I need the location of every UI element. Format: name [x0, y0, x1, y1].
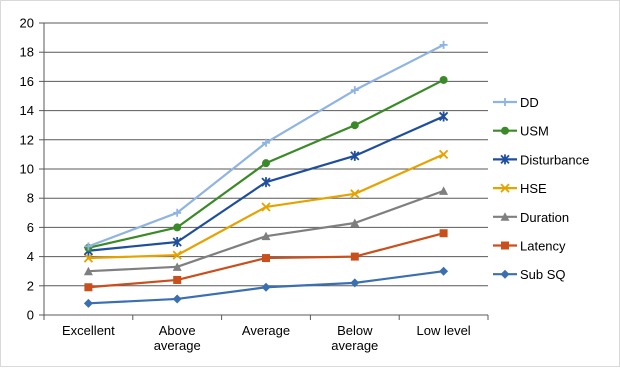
y-tick-label: 2	[27, 278, 34, 293]
data-point-marker	[173, 275, 182, 284]
y-tick-label: 4	[27, 249, 34, 264]
y-tick-label: 14	[20, 103, 34, 118]
series-lines	[83, 40, 449, 308]
legend-item: Disturbance	[493, 152, 589, 167]
data-point-marker	[262, 254, 270, 263]
legend-item: DD	[493, 95, 539, 110]
legend-label: USM	[520, 124, 549, 139]
series-sub-sq	[83, 266, 449, 308]
data-point-marker	[261, 177, 271, 188]
legend-label: Duration	[520, 210, 569, 225]
data-point-marker	[350, 86, 359, 95]
x-tick-label: Below average	[331, 323, 378, 353]
data-point-marker	[262, 138, 270, 147]
data-point-marker	[439, 75, 448, 84]
x-tick-label: Above average	[154, 323, 201, 353]
data-point-marker	[172, 262, 182, 271]
data-point-marker	[500, 269, 510, 279]
data-point-marker	[350, 218, 360, 228]
series-duration	[83, 186, 449, 276]
data-point-marker	[83, 266, 93, 276]
data-point-marker	[83, 253, 94, 263]
y-tick-label: 6	[27, 220, 34, 235]
legend-label: HSE	[520, 181, 547, 196]
y-tick-label: 8	[27, 191, 34, 206]
data-point-marker	[438, 111, 449, 122]
y-tick-label: 20	[20, 16, 34, 31]
y-tick-label: 10	[20, 162, 34, 177]
data-point-marker	[439, 40, 448, 49]
legend: DD USM Disturbance HSE Duration Latency Sub SQ	[493, 95, 589, 282]
data-point-marker	[172, 294, 182, 304]
legend-item: Latency	[493, 239, 566, 254]
data-point-marker	[500, 212, 510, 221]
data-point-marker	[172, 250, 182, 260]
legend-item: Duration	[493, 210, 569, 225]
data-point-marker	[350, 278, 360, 288]
legend-item: Sub SQ	[493, 267, 566, 282]
y-tick-label: 12	[20, 132, 34, 147]
data-point-marker	[501, 126, 509, 135]
legend-item: HSE	[493, 181, 547, 196]
data-point-marker	[501, 241, 509, 250]
data-point-marker	[439, 186, 449, 195]
y-tick-label: 16	[20, 74, 34, 89]
legend-label: Latency	[520, 239, 566, 254]
legend-label: DD	[520, 95, 539, 110]
x-tick-label: Low level	[416, 323, 470, 338]
data-point-marker	[173, 223, 182, 232]
legend-label: Sub SQ	[520, 267, 566, 282]
legend-label: Disturbance	[520, 152, 589, 167]
y-tick-labels: 0 2 4 6 8 10 12 14 16 18 20	[20, 16, 34, 323]
series-usm	[84, 75, 448, 252]
data-point-marker	[500, 154, 510, 165]
gridlines	[44, 22, 488, 287]
y-tick-label: 0	[27, 308, 34, 323]
data-point-marker	[350, 121, 359, 130]
data-point-marker	[172, 237, 182, 247]
data-point-marker	[261, 202, 271, 212]
data-point-marker	[84, 242, 93, 251]
series-hse	[83, 149, 449, 263]
data-point-marker	[500, 183, 510, 193]
series-dd	[84, 40, 448, 251]
data-point-marker	[261, 231, 271, 241]
data-point-marker	[173, 208, 182, 217]
data-point-marker	[350, 189, 360, 199]
data-point-marker	[262, 159, 270, 168]
data-point-marker	[439, 229, 448, 238]
data-point-marker	[350, 252, 359, 261]
x-tick-label: Average	[242, 323, 290, 338]
data-point-marker	[84, 283, 93, 292]
series-latency	[84, 229, 448, 292]
y-tick-label: 18	[20, 45, 34, 60]
data-point-marker	[83, 298, 93, 308]
x-tick-labels: Excellent Above average Average Below average…	[62, 323, 471, 353]
data-point-marker	[501, 98, 509, 106]
data-point-marker	[261, 282, 271, 292]
x-tick-label: Excellent	[62, 323, 115, 338]
data-point-marker	[439, 266, 449, 276]
legend-item: USM	[493, 124, 549, 139]
data-point-marker	[350, 150, 360, 161]
data-point-marker	[438, 149, 449, 160]
axes	[39, 22, 489, 320]
